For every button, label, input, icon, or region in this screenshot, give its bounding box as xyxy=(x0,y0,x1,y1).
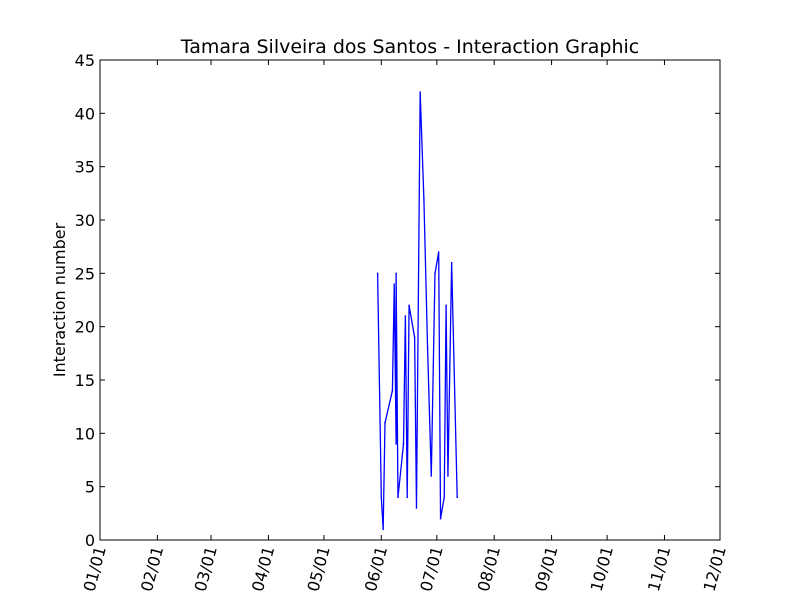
x-tick-label: 10/01 xyxy=(587,544,617,593)
data-point xyxy=(382,528,384,531)
x-tick-label: 11/01 xyxy=(644,544,674,593)
x-tick-label: 02/01 xyxy=(137,544,167,593)
data-point xyxy=(426,347,429,349)
data-point xyxy=(391,389,394,392)
x-tick-label: 09/01 xyxy=(531,544,561,593)
data-point xyxy=(419,91,421,93)
data-point xyxy=(395,443,397,445)
data-point xyxy=(430,475,433,477)
data-point xyxy=(384,421,386,424)
data-point xyxy=(447,475,449,477)
data-point xyxy=(450,261,453,264)
x-tick-label: 03/01 xyxy=(191,544,221,593)
x-tick-label: 12/01 xyxy=(700,544,730,593)
x-tick-label: 05/01 xyxy=(304,544,334,593)
x-tick-label: 07/01 xyxy=(416,544,446,593)
y-axis-ticks: 0 5 10 15 20 25 30 35 40 45 xyxy=(75,51,720,550)
data-point xyxy=(437,251,440,253)
data-point xyxy=(413,336,416,339)
data-point xyxy=(395,272,397,275)
y-tick-label: 25 xyxy=(75,264,95,283)
x-tick-label: 08/01 xyxy=(474,544,504,593)
data-point xyxy=(439,517,442,520)
y-tick-label: 30 xyxy=(75,211,95,230)
data-point xyxy=(404,315,407,317)
y-tick-label: 5 xyxy=(85,478,95,497)
y-tick-label: 10 xyxy=(75,424,95,443)
y-tick-label: 15 xyxy=(75,371,95,390)
series-line xyxy=(376,91,458,530)
data-point xyxy=(376,272,379,275)
x-tick-label: 06/01 xyxy=(361,544,391,593)
x-tick-label: 04/01 xyxy=(248,544,278,593)
data-point xyxy=(393,283,396,285)
data-point xyxy=(434,272,436,275)
data-point xyxy=(408,304,410,307)
y-tick-label: 40 xyxy=(75,104,95,123)
data-point xyxy=(402,443,405,445)
data-point xyxy=(423,197,425,200)
y-tick-label: 20 xyxy=(75,318,95,337)
y-tick-label: 45 xyxy=(75,51,95,70)
y-tick-label: 35 xyxy=(75,158,95,177)
y-axis-label: Interaction number xyxy=(50,222,69,377)
data-point xyxy=(415,507,418,509)
chart-title: Tamara Silveira dos Santos - Interaction… xyxy=(180,36,639,58)
plot-frame xyxy=(99,59,721,541)
series-points xyxy=(376,91,458,531)
data-point xyxy=(406,496,409,499)
x-tick-label: 01/01 xyxy=(80,544,110,593)
data-point xyxy=(456,496,458,499)
y-tick-label: 0 xyxy=(85,531,95,550)
data-point xyxy=(445,304,447,307)
data-point xyxy=(380,496,383,499)
data-point xyxy=(397,496,399,499)
data-point xyxy=(443,496,446,499)
